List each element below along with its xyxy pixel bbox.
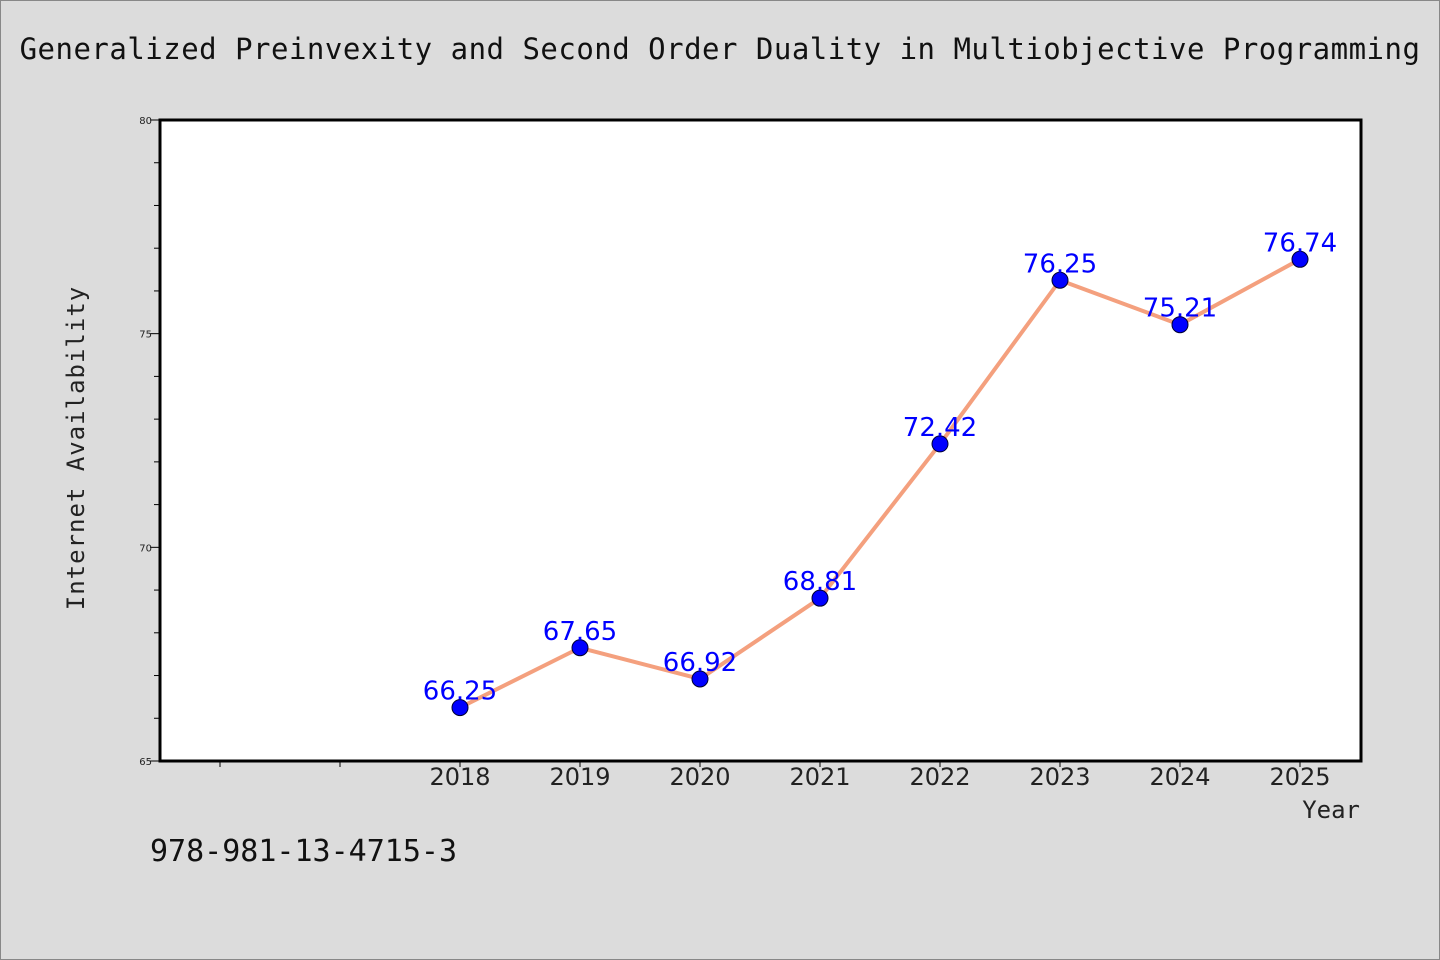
- x-tick-label: 2024: [1149, 763, 1210, 791]
- data-point: [691, 670, 709, 688]
- y-axis-label: Internet Availability: [62, 285, 90, 611]
- y-tick-label: 65: [139, 757, 152, 768]
- chart-title: Generalized Preinvexity and Second Order…: [19, 32, 1421, 66]
- y-tick-label: 75: [139, 330, 152, 341]
- series-markers: [451, 250, 1309, 717]
- data-point: [571, 639, 589, 657]
- data-point: [1291, 250, 1309, 268]
- data-label: 76.25: [1023, 249, 1097, 279]
- data-point: [451, 699, 469, 717]
- plot-border: [158, 118, 1363, 763]
- x-tick-label: 2019: [549, 763, 610, 791]
- y-tick-label: 80: [139, 116, 152, 127]
- x-tick-label: 2018: [429, 763, 490, 791]
- y-axis: 65 70 75 80: [139, 116, 160, 768]
- isbn-text: 978-981-13-4715-3: [150, 834, 458, 869]
- x-tick-label: 2020: [669, 763, 730, 791]
- data-label: 68.81: [783, 567, 857, 597]
- x-tick-label: 2023: [1029, 763, 1090, 791]
- x-axis: 2018 2019 2020 2021 2022 2023 2024 2025: [219, 761, 1331, 791]
- y-tick-label: 70: [139, 543, 152, 554]
- x-axis-label: Year: [1302, 796, 1360, 824]
- data-point: [1051, 271, 1069, 289]
- data-label: 66.92: [663, 648, 737, 678]
- data-labels: 66.25 67.65 66.92 68.81 72.42 76.25 75.21 76.74: [423, 228, 1337, 706]
- data-point: [931, 435, 949, 453]
- data-label: 67.65: [543, 617, 617, 647]
- data-label: 66.25: [423, 677, 497, 707]
- x-tick-label: 2022: [909, 763, 970, 791]
- x-tick-label: 2025: [1269, 763, 1330, 791]
- series-line: [459, 257, 1301, 710]
- data-label: 72.42: [903, 413, 977, 443]
- data-label: 75.21: [1143, 294, 1217, 324]
- plot-area: [160, 120, 1361, 761]
- data-point: [1171, 316, 1189, 334]
- data-label: 76.74: [1263, 228, 1337, 258]
- x-tick-label: 2021: [789, 763, 850, 791]
- data-point: [811, 589, 829, 607]
